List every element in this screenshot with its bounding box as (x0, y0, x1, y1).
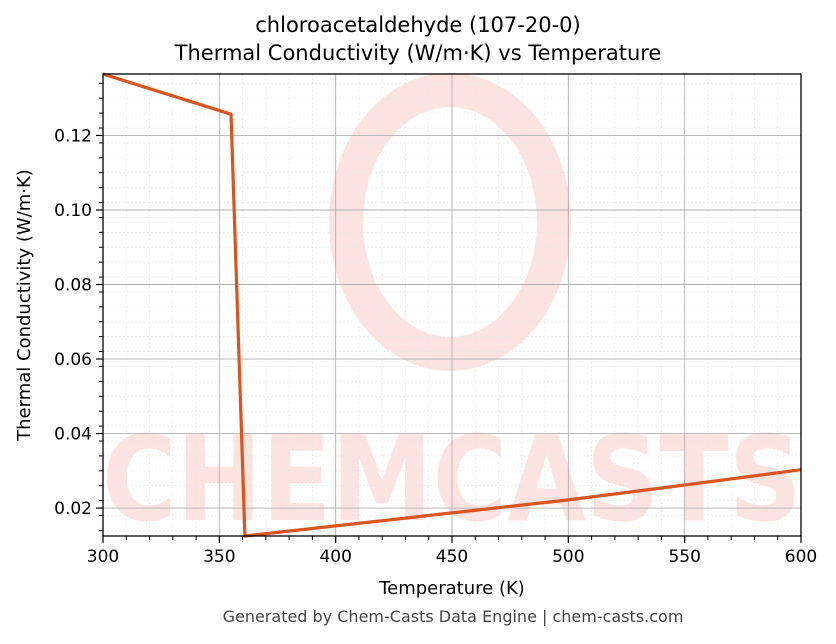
y-tick-label: 0.12 (54, 126, 92, 146)
x-axis-label: Temperature (K) (378, 578, 525, 599)
x-tick-label: 350 (203, 547, 235, 567)
series-layer (102, 72, 802, 538)
x-tick-label: 600 (785, 547, 817, 567)
x-tick-label: 300 (87, 547, 119, 567)
x-tick-label: 550 (668, 547, 700, 567)
watermark-ring (329, 73, 571, 371)
axis-ticks: 300 350 400 450 500 550 600 0.02 0.04 0.06 0.08 0.1… (54, 82, 817, 567)
y-tick-label: 0.04 (54, 425, 92, 445)
y-tick-label: 0.08 (54, 276, 92, 296)
footer-credit: Generated by Chem-Casts Data Engine | ch… (222, 607, 684, 626)
x-tick-label: 450 (436, 547, 468, 567)
y-axis-label: Thermal Conductivity (W/m·K) (14, 169, 35, 442)
chart-subtitle: Thermal Conductivity (W/m·K) vs Temperat… (174, 41, 662, 65)
y-tick-label: 0.06 (54, 350, 92, 370)
series-line (102, 72, 802, 538)
y-tick-label: 0.10 (54, 201, 92, 221)
x-tick-label: 500 (552, 547, 584, 567)
x-tick-label: 400 (319, 547, 351, 567)
chart-title: chloroacetaldehyde (107-20-0) (255, 13, 581, 37)
y-tick-label: 0.02 (54, 499, 92, 519)
